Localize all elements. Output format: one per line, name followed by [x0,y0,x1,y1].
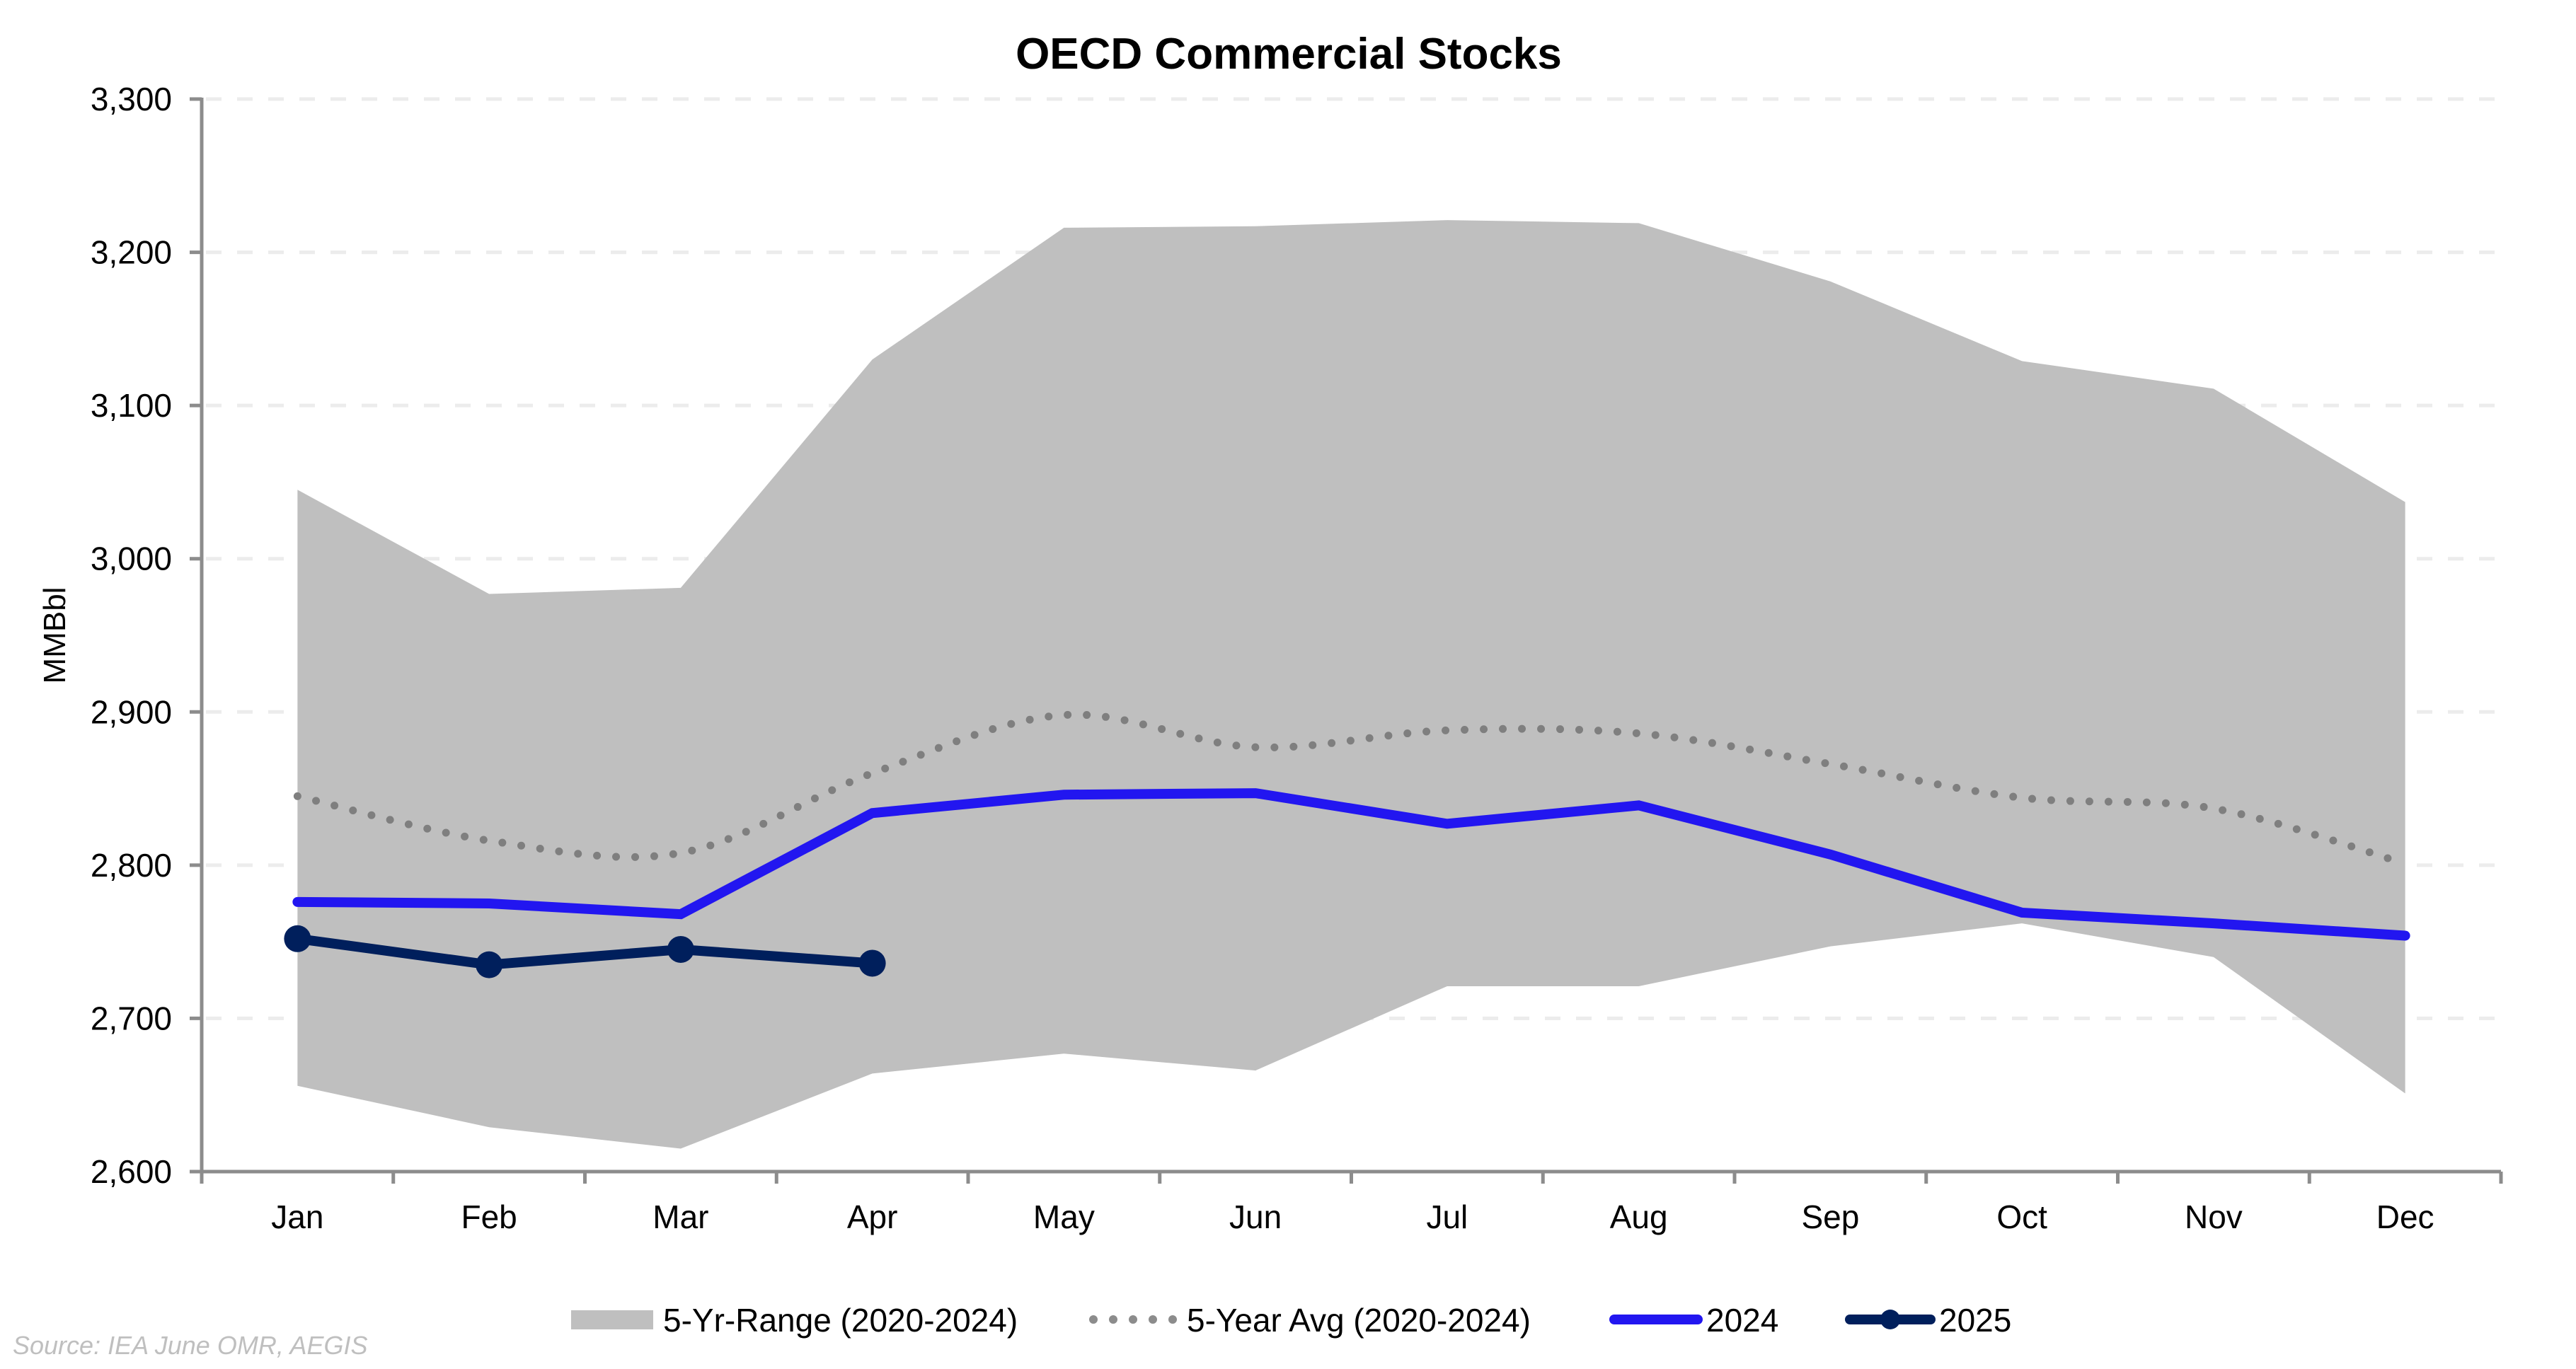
x-tick-label-nov: Nov [2185,1198,2243,1235]
legend-item-2024[interactable]: 2024 [1609,1302,1778,1339]
x-tick-label-jun: Jun [1229,1198,1282,1235]
line-2025 [292,933,878,970]
y-tick-label: 2,700 [91,1000,172,1036]
y-axis-label: MMBbl [38,587,72,684]
series-2025 [284,925,886,978]
series-2024 [292,788,2410,941]
legend-swatch-range [571,1310,653,1329]
legend-marker-2025 [1880,1310,1900,1329]
legend-item-2025[interactable]: 2025 [1845,1302,2011,1339]
y-tick-label: 3,000 [91,541,172,577]
legend-label-avg: 5-Year Avg (2020-2024) [1187,1302,1531,1339]
marker-2025-mar[interactable] [667,935,694,963]
x-tick-label-jul: Jul [1426,1198,1468,1235]
x-tick-label-may: May [1033,1198,1095,1235]
x-tick-label-jan: Jan [271,1198,323,1235]
x-tick-label-apr: Apr [847,1198,898,1235]
legend-label-2025: 2025 [1939,1302,2011,1339]
range-layer [297,220,2405,1149]
line-2024 [292,788,2410,941]
y-tick-label: 3,200 [91,234,172,271]
series-layer [284,710,2410,978]
legend-label-2024: 2024 [1706,1302,1778,1339]
legend-item-avg[interactable]: 5-Year Avg (2020-2024) [1089,1302,1531,1339]
legend: 5-Yr-Range (2020-2024) 5-Year Avg (2020-… [571,1302,2011,1339]
chart-title: OECD Commercial Stocks [1016,30,1562,79]
x-tick-label-aug: Aug [1610,1198,1668,1235]
legend-item-range[interactable]: 5-Yr-Range (2020-2024) [571,1302,1018,1339]
x-tick-label-oct: Oct [1996,1198,2047,1235]
y-tick-label: 3,100 [91,387,172,424]
marker-2025-jan[interactable] [284,925,311,952]
y-tick-label: 2,800 [91,847,172,884]
axes [190,97,2503,1184]
x-tick-label-feb: Feb [461,1198,517,1235]
y-tick-label: 3,300 [91,81,172,117]
y-tick-labels: 2,600 2,700 2,800 2,900 3,000 3,100 3,200 3,300 [91,81,172,1190]
y-tick-label: 2,600 [91,1153,172,1190]
x-tick-label-mar: Mar [652,1198,708,1235]
legend-label-range: 5-Yr-Range (2020-2024) [663,1302,1018,1339]
marker-2025-apr[interactable] [858,949,886,977]
marker-2025-feb[interactable] [476,951,503,978]
y-tick-label: 2,900 [91,693,172,730]
range-band [297,220,2405,1149]
x-tick-label-dec: Dec [2376,1198,2434,1235]
x-tick-labels: Jan Feb Mar Apr May Jun Jul Aug Sep Oct Nov Dec [271,1198,2434,1235]
x-tick-label-sep: Sep [1801,1198,1859,1235]
source-note: Source: IEA June OMR, AEGIS [13,1331,368,1360]
